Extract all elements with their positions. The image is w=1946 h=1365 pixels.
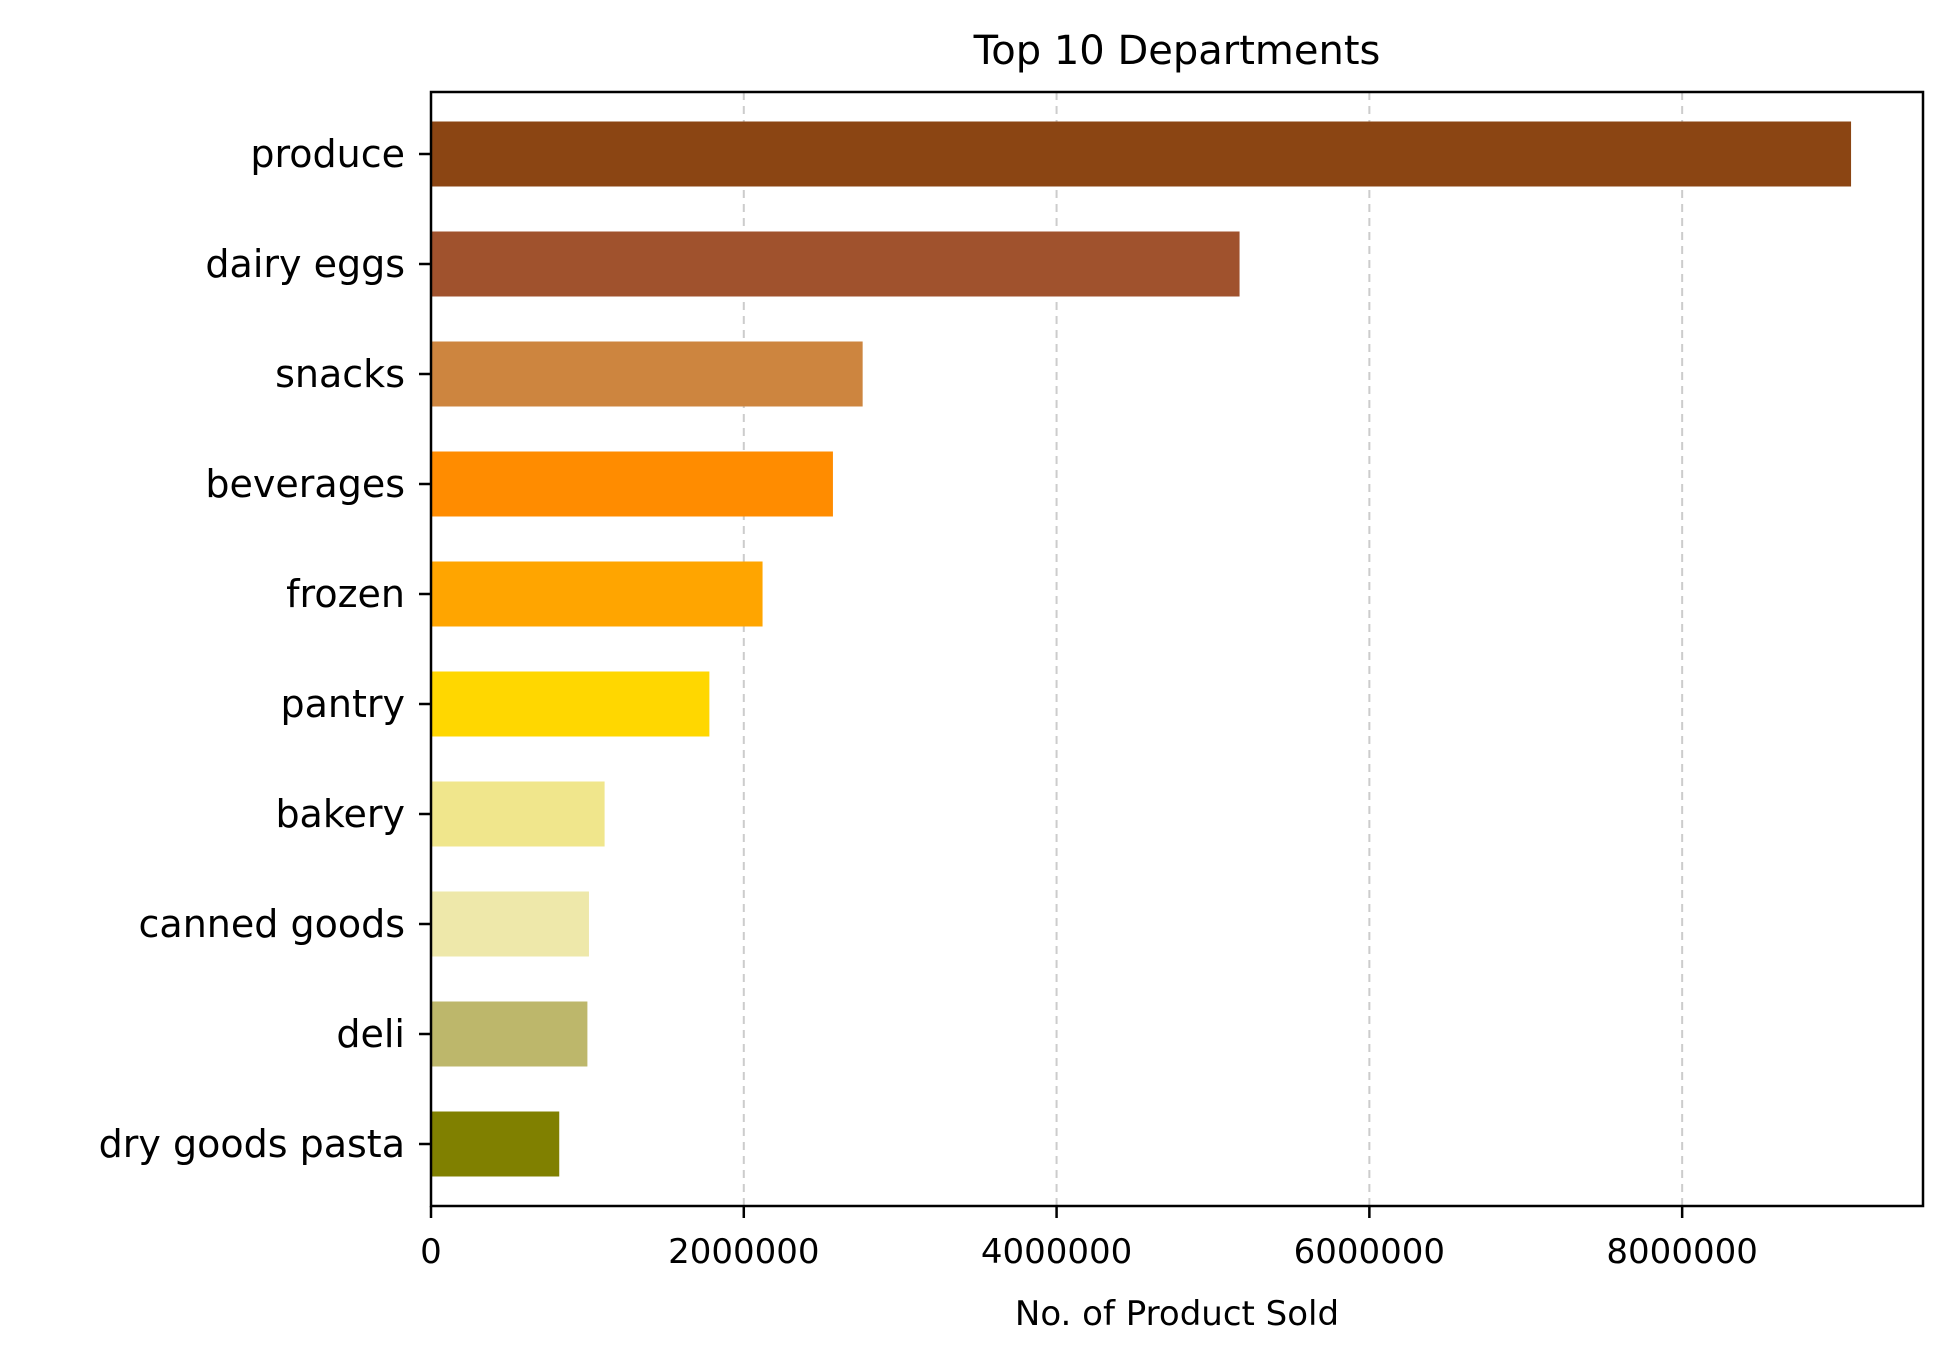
x-axis-ticks: 0 2000000 4000000 6000000 8000000: [420, 1206, 1758, 1272]
bar: [431, 781, 605, 847]
bar: [431, 121, 1852, 187]
x-tick-label: 8000000: [1606, 1232, 1757, 1272]
bar: [431, 231, 1240, 297]
bar: [431, 341, 863, 407]
x-tick-label: 2000000: [668, 1232, 819, 1272]
y-tick-label: canned goods: [139, 902, 405, 946]
y-tick-label: beverages: [205, 462, 405, 506]
y-tick-label: snacks: [275, 352, 405, 396]
bar: [431, 891, 589, 957]
bar: [431, 671, 710, 737]
plot-frame: [429, 90, 1925, 1208]
y-tick-label: produce: [250, 132, 405, 176]
y-tick-label: bakery: [275, 792, 405, 836]
bar: [431, 1001, 588, 1067]
bar: [431, 1111, 560, 1177]
chart-title: Top 10 Departments: [973, 28, 1381, 74]
y-tick-label: dry goods pasta: [99, 1122, 405, 1166]
bars: [431, 121, 1852, 1177]
x-tick-label: 6000000: [1294, 1232, 1445, 1272]
y-tick-label: pantry: [280, 682, 405, 726]
y-tick-label: dairy eggs: [205, 242, 405, 286]
x-tick-label: 0: [420, 1232, 442, 1272]
y-tick-label: frozen: [286, 572, 405, 616]
bar: [431, 561, 763, 627]
x-axis-label: No. of Product Sold: [1015, 1294, 1339, 1334]
y-axis-ticks: produce dairy eggs snacks beverages frozen pa…: [99, 132, 431, 1166]
x-tick-label: 4000000: [981, 1232, 1132, 1272]
bar: [431, 451, 833, 517]
y-tick-label: deli: [336, 1012, 405, 1056]
